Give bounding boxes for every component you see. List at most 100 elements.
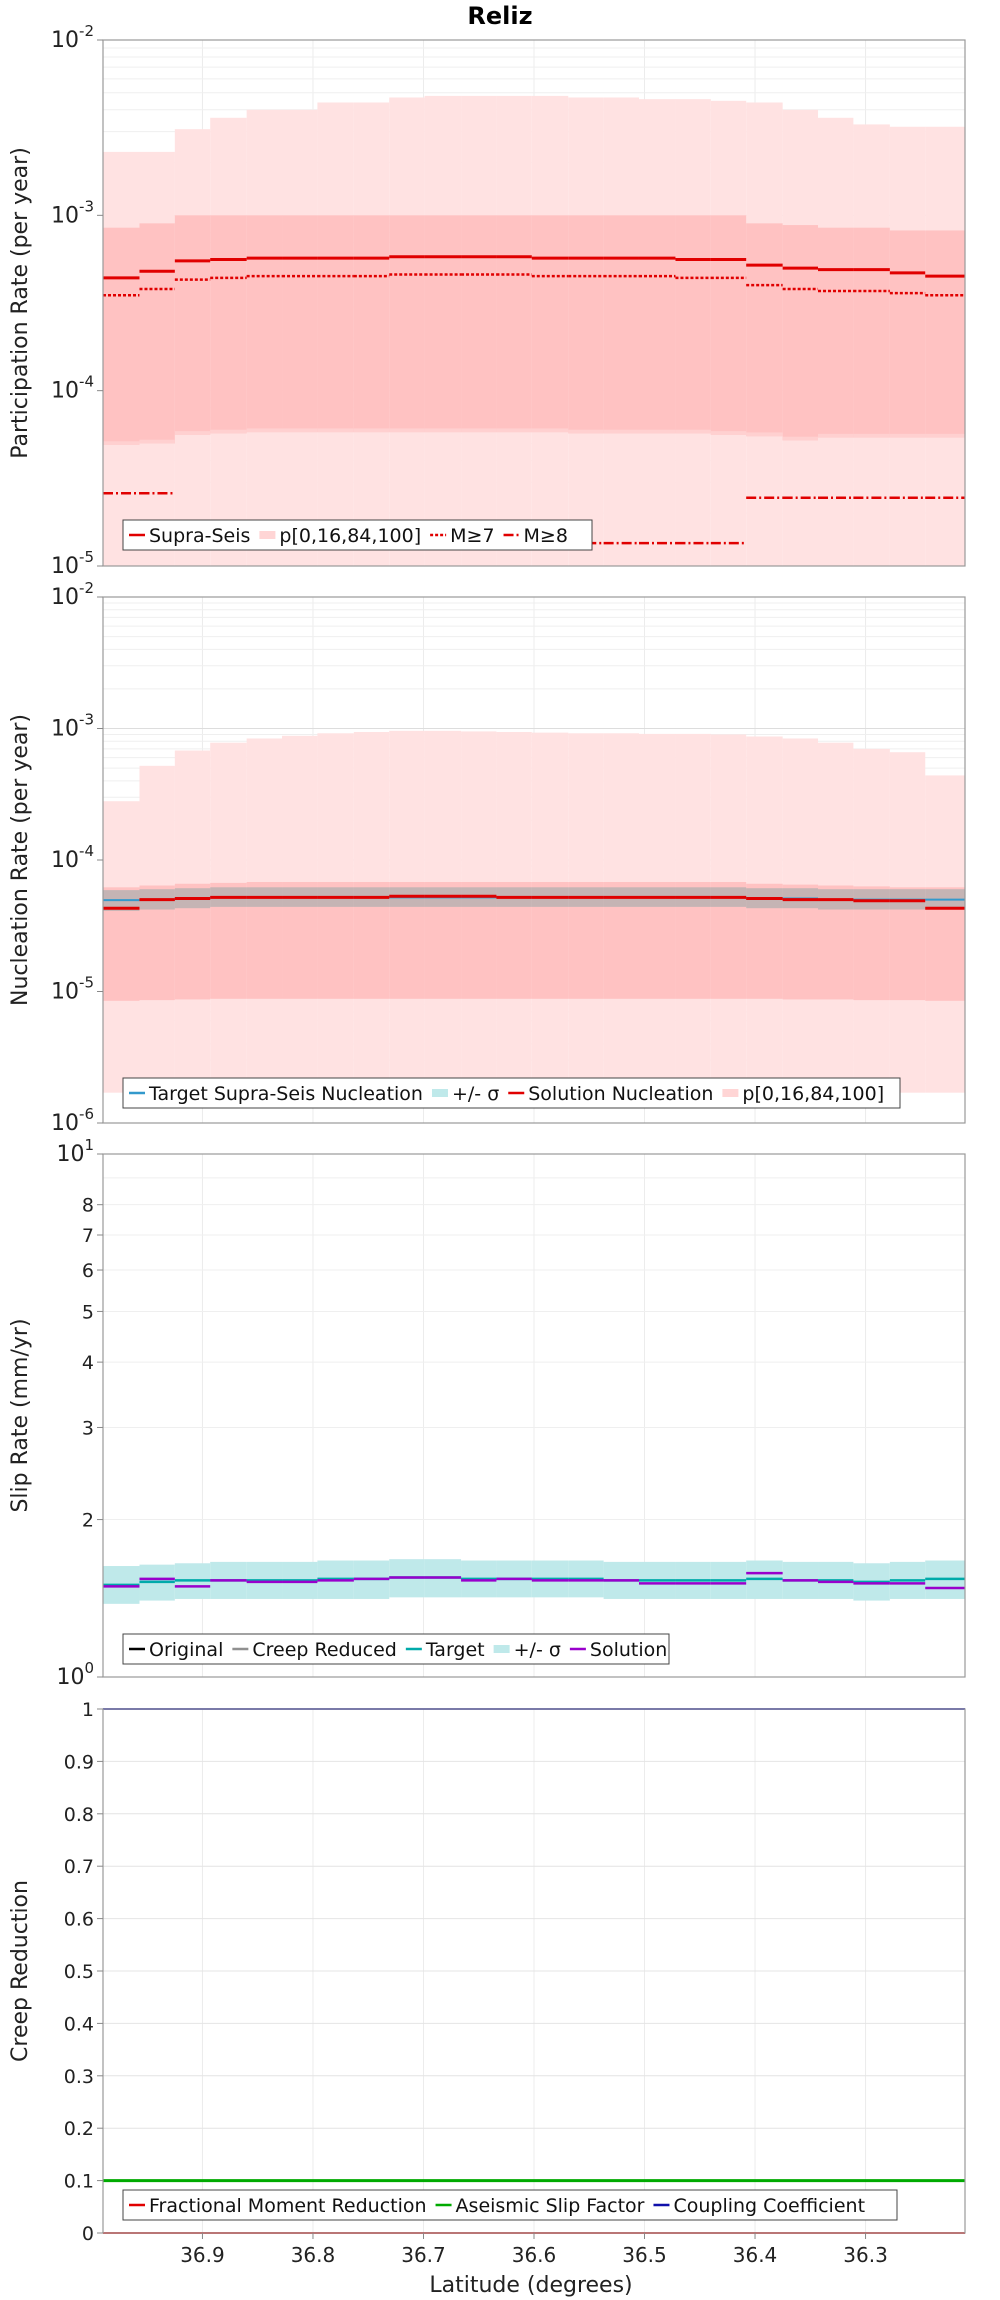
legend-label: Original: [149, 1639, 223, 1661]
y-tick-label: 4: [82, 1352, 94, 1374]
percentile-band-edge: [675, 429, 711, 434]
legend-label: Target Supra-Seis Nucleation: [148, 1083, 423, 1105]
x-tick-label: 36.4: [733, 2243, 778, 2267]
slip-rate-panel: 100 2 3 4 5 6 7 8 101 Slip Rate (mm/yr) Original Cr…: [8, 1136, 966, 1690]
x-tick-label: 36.5: [622, 2243, 667, 2267]
percentile-band-edge: [638, 429, 676, 434]
y-tick-label: 10-4: [51, 373, 94, 404]
percentile-band-edge: [389, 428, 425, 433]
percentile-band-inner: [353, 215, 390, 433]
x-tick-label: 36.7: [401, 2243, 446, 2267]
y-tick-label: 100: [56, 1659, 94, 1690]
percentile-band-inner: [461, 215, 497, 433]
percentile-band-inner: [675, 215, 711, 434]
percentile-band-inner: [496, 215, 532, 433]
legend-label: M≥7: [450, 525, 494, 547]
legend-label: Aseismic Slip Factor: [456, 2195, 645, 2217]
legend-label: Solution Nucleation: [528, 1083, 713, 1105]
y-axis-label: Creep Reduction: [8, 1880, 33, 2062]
percentile-band-inner: [389, 215, 425, 433]
x-tick-label: 36.3: [843, 2243, 888, 2267]
percentile-band-inner: [710, 215, 747, 435]
y-axis-label: Slip Rate (mm/yr): [8, 1318, 33, 1512]
legend-label: Solution: [590, 1639, 667, 1661]
nucleation-panel: 10-6 10-5 10-4 10-3 10-2 Nucleation Rate (per…: [8, 579, 966, 1136]
creep-reduction-panel: 0 0.1 0.2 0.3 0.4 0.5 0.6 0.7 0.8 0.9 1 Creep Reduc…: [8, 1699, 966, 2267]
x-tick-label: 36.8: [291, 2243, 336, 2267]
figure-title: Reliz: [467, 2, 532, 30]
y-tick-label: 10-5: [51, 974, 94, 1005]
percentile-band-edge: [853, 433, 890, 438]
y-tick-label: 2: [82, 1510, 94, 1532]
y-tick-label: 10-3: [51, 197, 94, 228]
percentile-band-edge: [710, 431, 747, 435]
percentile-band-edge: [782, 436, 819, 441]
percentile-band-inner: [782, 225, 819, 441]
chart-panels: 10-5 10-4 10-3 10-2 Participation Rate (per …: [8, 22, 966, 2267]
percentile-band-edge: [103, 441, 140, 445]
plot-frame: [102, 39, 966, 567]
y-tick-label: 1: [82, 1699, 94, 1721]
x-axis-label: Latitude (degrees): [429, 2273, 632, 2298]
percentile-band-inner: [638, 215, 676, 434]
y-tick-label: 7: [82, 1225, 94, 1247]
percentile-band-edge: [925, 433, 965, 438]
y-axis-label: Nucleation Rate (per year): [8, 714, 33, 1006]
percentile-band-edge: [496, 428, 532, 433]
y-tick-label: 10-4: [51, 842, 94, 873]
y-tick-label: 10-2: [51, 22, 94, 53]
percentile-band-inner: [853, 227, 890, 438]
y-tick-label: 0.7: [64, 1856, 94, 1878]
legend-label: M≥8: [524, 525, 568, 547]
percentile-band-inner: [531, 215, 569, 433]
y-tick-label: 101: [56, 1136, 94, 1167]
percentile-band-edge: [818, 433, 854, 438]
percentile-band-edge: [282, 428, 318, 433]
legend-label: p[0,16,84,100]: [279, 525, 421, 547]
percentile-band-inner: [889, 230, 926, 438]
y-tick-label: 10-6: [51, 1105, 94, 1136]
plot-frame: [102, 1153, 966, 1678]
percentile-band-edge: [174, 431, 211, 435]
percentile-band-inner: [210, 215, 247, 434]
percentile-band-edge: [210, 429, 247, 434]
legend-label: p[0,16,84,100]: [742, 1083, 884, 1105]
y-tick-label: 10-3: [51, 711, 94, 742]
legend-label: +/- σ: [514, 1639, 561, 1661]
percentile-band-inner: [174, 215, 211, 435]
legend: Supra-Seis p[0,16,84,100] M≥7 M≥8: [122, 519, 593, 551]
legend-label: Creep Reduced: [252, 1639, 396, 1661]
percentile-band-inner: [424, 215, 462, 433]
y-axis-label: Participation Rate (per year): [8, 147, 33, 459]
legend-label: Coupling Coefficient: [673, 2195, 865, 2217]
percentile-band-edge: [461, 428, 497, 433]
percentile-band-inner: [925, 230, 965, 438]
percentile-band-edge: [246, 428, 283, 433]
y-tick-label: 10-2: [51, 579, 94, 610]
percentile-band-edge: [424, 428, 462, 433]
percentile-band-inner: [282, 215, 318, 433]
percentile-band-edge: [603, 429, 639, 434]
percentile-band-edge: [746, 432, 783, 437]
y-tick-label: 10-5: [51, 548, 94, 579]
percentile-band-edge: [353, 428, 390, 433]
y-tick-label: 0: [82, 2223, 94, 2245]
y-tick-label: 0.4: [64, 2013, 94, 2035]
y-tick-label: 8: [82, 1195, 94, 1217]
legend-label: Target: [425, 1639, 485, 1661]
y-tick-label: 5: [82, 1301, 94, 1323]
percentile-band-inner: [317, 215, 354, 433]
percentile-band-inner: [746, 223, 783, 437]
percentile-band-inner: [139, 223, 175, 444]
participation-panel: 10-5 10-4 10-3 10-2 Participation Rate (per …: [8, 22, 966, 579]
x-tick-label: 36.9: [180, 2243, 225, 2267]
legend-box: [122, 2189, 898, 2221]
y-tick-label: 0.6: [64, 1909, 94, 1931]
y-tick-label: 0.5: [64, 1961, 94, 1983]
legend-label: +/- σ: [452, 1083, 499, 1105]
y-tick-label: 0.9: [64, 1751, 94, 1773]
percentile-band-inner: [568, 215, 604, 434]
percentile-band-edge: [531, 428, 569, 433]
y-tick-label: 0.3: [64, 2066, 94, 2088]
percentile-band-inner: [603, 215, 639, 434]
